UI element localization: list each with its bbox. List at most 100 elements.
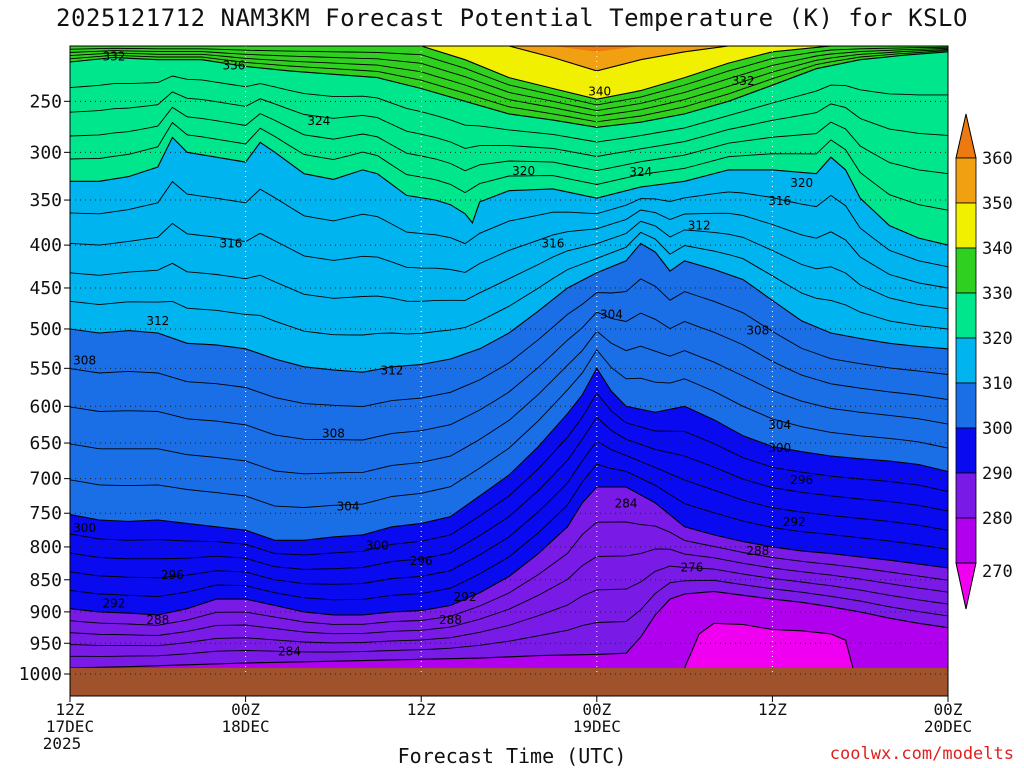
plot-frame [69, 45, 949, 697]
contour-line-interp [70, 180, 948, 268]
y-tick-label: 350 [29, 190, 62, 211]
contour-line-interp [70, 330, 948, 475]
contour-line-300 [70, 367, 948, 541]
contour-label: 316 [541, 236, 564, 250]
contour-line-interp [70, 548, 948, 636]
colorbar-segment [955, 382, 977, 429]
contour-label: 312 [380, 364, 403, 378]
contour-label: 292 [102, 597, 125, 611]
x-tick-label: 00Z [934, 700, 963, 719]
contour-line-interp [70, 278, 948, 408]
contour-label: 308 [73, 354, 96, 368]
contour-label: 284 [278, 644, 301, 658]
y-tick-label: 300 [29, 142, 62, 163]
contour-line-interp [70, 50, 948, 123]
y-tick-label: 900 [29, 602, 62, 623]
contour-label: 340 [588, 85, 611, 99]
x-tick-label: 00Z [582, 700, 611, 719]
contour-line-310 [70, 242, 948, 373]
x-axis-title: Forecast Time (UTC) [397, 744, 627, 768]
y-tick-label: 750 [29, 503, 62, 524]
x-tick-label: 00Z [231, 700, 260, 719]
contour-label: 308 [746, 324, 769, 338]
contour-label: 304 [768, 418, 791, 432]
contour-line-340 [70, 46, 948, 100]
contour-label: 324 [307, 114, 330, 128]
y-tick-label: 250 [29, 91, 62, 112]
colorbar-label: 310 [982, 374, 1013, 394]
contour-line-interp [70, 49, 948, 117]
contour-line-interp [70, 416, 948, 570]
contour-line-350 [70, 46, 948, 72]
contour-label: 308 [322, 427, 345, 441]
contour-line-interp [70, 521, 948, 626]
y-tick-label: 400 [29, 235, 62, 256]
contour-label: 324 [629, 165, 652, 179]
contour-label: 300 [768, 441, 791, 455]
y-tick-label: 450 [29, 278, 62, 299]
contour-label: 320 [790, 176, 813, 190]
contour-line-interp [70, 220, 948, 310]
contour-line-interp [70, 463, 948, 601]
ground-surface [70, 667, 948, 696]
contour-label: 292 [454, 590, 477, 604]
contour-label: 304 [600, 307, 623, 321]
contour-label: 312 [688, 219, 711, 233]
contour-line-interp [70, 209, 948, 289]
contour-label: 296 [790, 473, 813, 487]
contour-label: 336 [222, 58, 245, 72]
colorbar-label: 300 [982, 419, 1013, 439]
colorbar-label: 280 [982, 509, 1013, 529]
contour-line-interp [70, 440, 948, 585]
contour-label: 284 [615, 497, 638, 511]
contour-line-interp [70, 392, 948, 556]
x-tick-label: 12Z [56, 700, 85, 719]
contour-label: 300 [366, 539, 389, 553]
colorbar-segment [955, 247, 977, 294]
x-tick-label: 18DEC [222, 717, 270, 736]
contour-label: 296 [410, 554, 433, 568]
contour-line-interp [70, 311, 948, 441]
contour-line-330 [70, 51, 948, 128]
y-tick-label: 850 [29, 570, 62, 591]
fill-band-340 [70, 46, 948, 100]
contour-label: 296 [161, 568, 184, 582]
contour-line-interp [70, 75, 948, 143]
contour-label: 276 [680, 560, 703, 574]
contour-label: 316 [220, 236, 243, 250]
y-tick-label: 700 [29, 469, 62, 490]
temperature-fill-layers [70, 46, 948, 674]
y-tick-label: 950 [29, 633, 62, 654]
contour-line-interp [70, 47, 948, 112]
colorbar-segment [955, 337, 977, 384]
y-tick-label: 650 [29, 433, 62, 454]
contour-label: 300 [73, 521, 96, 535]
contour-line-270 [684, 622, 854, 669]
colorbar-label: 360 [982, 149, 1013, 169]
contour-line-interp [70, 565, 948, 647]
x-tick-label: 19DEC [573, 717, 621, 736]
colorbar-arrow-top [955, 113, 977, 159]
colorbar-label: 350 [982, 194, 1013, 214]
contour-label: 316 [768, 194, 791, 208]
contour-lines [70, 46, 948, 669]
x-tick-label: 20DEC [924, 717, 972, 736]
chart-title: 2025121712 NAM3KM Forecast Potential Tem… [56, 4, 968, 32]
colorbar-segment [955, 517, 977, 564]
credit-text: coolwx.com/modelts [829, 744, 1014, 764]
y-tick-label: 550 [29, 358, 62, 379]
colorbar-segment [955, 157, 977, 204]
contour-label: 288 [439, 613, 462, 627]
colorbar-segment [955, 472, 977, 519]
ground-rect [70, 667, 948, 696]
colorbar-label: 290 [982, 464, 1013, 484]
y-tick-label: 600 [29, 396, 62, 417]
contour-labels: 332 336 324 340 332 320 324 320 316 316 316 312 312 3… [73, 49, 813, 658]
contour-label: 332 [102, 49, 125, 63]
colorbar-label: 340 [982, 239, 1013, 259]
contour-label: 332 [732, 74, 755, 88]
contour-label: 320 [512, 164, 535, 178]
y-tick-label: 800 [29, 537, 62, 558]
